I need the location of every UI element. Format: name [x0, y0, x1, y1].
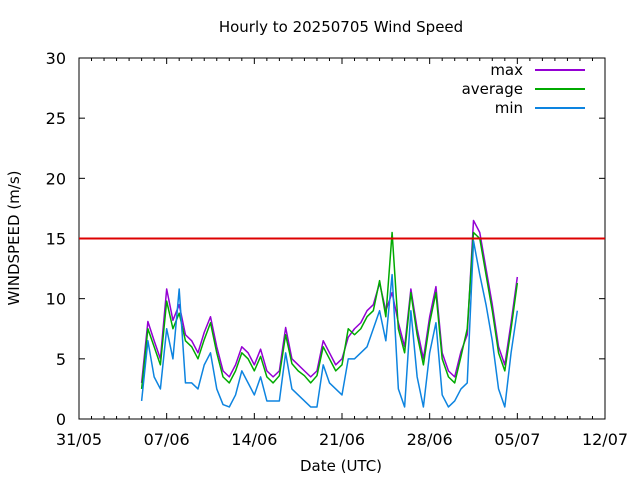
y-axis-label: WINDSPEED (m/s) [5, 170, 23, 305]
x-axis-label: Date (UTC) [300, 457, 382, 475]
x-tick-label: 21/06 [319, 430, 365, 449]
y-axis: 0 5 10 15 20 25 30 [46, 49, 605, 429]
x-tick-label: 07/06 [144, 430, 190, 449]
y-tick-label: 0 [56, 410, 66, 429]
y-tick-label: 10 [46, 290, 66, 309]
x-tick-label: 31/05 [56, 430, 102, 449]
x-tick-label: 28/06 [407, 430, 453, 449]
series-line-average [140, 231, 519, 389]
legend-label-average: average [462, 80, 523, 98]
series-line-min [140, 240, 519, 408]
y-tick-label: 15 [46, 230, 66, 249]
x-tick-label: 12/07 [582, 430, 628, 449]
x-axis: 31/05 07/06 14/06 21/06 28/06 05/07 12/07 [56, 58, 628, 449]
x-tick-label: 14/06 [231, 430, 277, 449]
chart-title: Hourly to 20250705 Wind Speed [219, 18, 463, 36]
legend-label-min: min [495, 99, 523, 117]
legend-label-max: max [490, 61, 523, 79]
x-tick-label: 05/07 [494, 430, 540, 449]
y-tick-label: 30 [46, 49, 66, 68]
series-layer [140, 219, 519, 408]
y-tick-label: 5 [56, 350, 66, 369]
y-tick-label: 20 [46, 169, 66, 188]
y-tick-label: 25 [46, 109, 66, 128]
series-line-max [140, 219, 519, 383]
